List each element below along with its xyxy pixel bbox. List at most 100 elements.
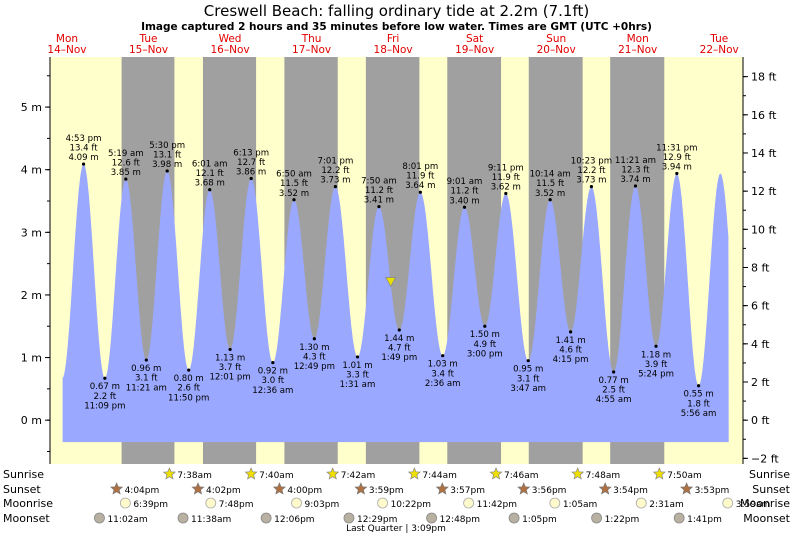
tide-point bbox=[675, 171, 679, 176]
tide-label: 5:56 am bbox=[681, 409, 717, 419]
moonrise-icon bbox=[549, 497, 561, 509]
tide-label: 12.1 ft bbox=[196, 169, 225, 179]
tide-label: 1:49 pm bbox=[381, 353, 417, 363]
tide-label: 7:01 pm bbox=[317, 156, 353, 166]
sunset-icon bbox=[517, 482, 531, 495]
tide-label: 11:09 pm bbox=[84, 401, 125, 411]
tide-label: 9:11 pm bbox=[488, 163, 524, 173]
tide-label: 11.5 ft bbox=[536, 179, 565, 189]
moonrise-time: 2:31am bbox=[649, 500, 684, 510]
tide-point bbox=[462, 205, 467, 209]
tide-label: 1.01 m bbox=[342, 361, 372, 371]
row-label-right: Sunrise bbox=[749, 468, 790, 481]
sunset-time: 3:56pm bbox=[532, 486, 567, 496]
right-tick-label: 18 ft bbox=[751, 71, 777, 84]
sunrise-time: 7:46am bbox=[504, 471, 538, 481]
sunrise-time: 7:50am bbox=[667, 471, 702, 481]
moonrise-time: 7:48pm bbox=[219, 500, 254, 510]
day-date-label: 17–Nov bbox=[292, 44, 331, 56]
moonrise-time: 9:03pm bbox=[305, 500, 340, 510]
row-label-left: Moonset bbox=[3, 512, 50, 525]
row-label-left: Moonrise bbox=[3, 497, 53, 510]
tide-label: 11.9 ft bbox=[406, 172, 435, 182]
tide-point bbox=[441, 354, 445, 358]
sunset-time: 4:02pm bbox=[206, 486, 241, 496]
tide-label: 11:50 pm bbox=[168, 393, 209, 403]
tide-point bbox=[526, 359, 530, 363]
moonset-time: 1:05pm bbox=[522, 515, 557, 525]
day-date-label: 19–Nov bbox=[455, 44, 494, 56]
moonrise-icon bbox=[205, 497, 217, 509]
sunset-icon bbox=[272, 482, 286, 495]
day-name-label: Tue bbox=[709, 33, 728, 45]
tide-label: 2.2 ft bbox=[94, 392, 117, 402]
day-date-label: 14–Nov bbox=[47, 44, 86, 56]
tide-label: 3.0 ft bbox=[262, 376, 285, 386]
sunrise-icon bbox=[326, 467, 340, 480]
tide-label: 3.73 m bbox=[576, 176, 606, 186]
tide-label: 1.03 m bbox=[428, 360, 458, 370]
tide-label: 3.73 m bbox=[320, 176, 350, 186]
day-date-label: 15–Nov bbox=[129, 44, 168, 56]
moonset-icon bbox=[591, 512, 602, 524]
tide-label: 6:13 pm bbox=[233, 148, 269, 158]
tide-label: 1:31 am bbox=[340, 380, 376, 390]
tide-label: 0.96 m bbox=[131, 364, 161, 374]
tide-label: 3.1 ft bbox=[517, 374, 540, 384]
sunrise-icon bbox=[571, 467, 585, 480]
tide-label: 3.7 ft bbox=[219, 363, 242, 373]
sunrise-time: 7:42am bbox=[341, 471, 376, 481]
day-date-label: 20–Nov bbox=[537, 44, 576, 56]
tide-label: 13.4 ft bbox=[70, 143, 99, 153]
moonrise-icon bbox=[377, 497, 388, 509]
left-tick-label: 5 m bbox=[21, 101, 42, 114]
tide-label: 3.52 m bbox=[279, 189, 309, 199]
tide-label: 3.3 ft bbox=[346, 371, 369, 381]
tide-label: 10:14 am bbox=[530, 170, 571, 180]
sunrise-time: 7:40am bbox=[259, 471, 294, 481]
moonset-time: 11:02am bbox=[107, 515, 147, 525]
tide-label: 4.3 ft bbox=[303, 352, 326, 362]
tide-point bbox=[377, 205, 381, 209]
sunset-icon bbox=[435, 482, 449, 495]
sunrise-icon bbox=[407, 467, 421, 480]
tide-label: 11.5 ft bbox=[280, 179, 309, 189]
tide-label: 3.40 m bbox=[449, 196, 479, 206]
sunset-icon bbox=[191, 482, 205, 495]
tide-label: 0.95 m bbox=[513, 365, 543, 375]
tide-point bbox=[654, 344, 658, 348]
axes: 5 m 4 m 3 m 2 m 1 m 0 m 18 ft 16 ft 14 ft 12 ft 10… bbox=[21, 57, 779, 465]
current-level-triangle bbox=[385, 277, 397, 288]
tide-label: 1.30 m bbox=[299, 343, 329, 353]
tide-label: 3.64 m bbox=[405, 181, 435, 191]
tide-label: 4:55 am bbox=[596, 395, 632, 405]
tide-label: 3.1 ft bbox=[135, 374, 158, 384]
moonset-time: 12:06pm bbox=[274, 515, 314, 525]
tide-label: 1.50 m bbox=[470, 330, 500, 340]
tide-label: 2.5 ft bbox=[602, 386, 625, 396]
current-tide-marker bbox=[385, 277, 397, 288]
moonrise-time: 11:42pm bbox=[477, 500, 517, 510]
tide-point bbox=[633, 184, 638, 188]
sunrise-time: 7:38am bbox=[177, 471, 212, 481]
tide-label: 2.6 ft bbox=[177, 384, 200, 394]
moonrise-time: 3:59am bbox=[736, 500, 771, 510]
right-tick-label: 4 ft bbox=[751, 338, 770, 351]
tide-label: 0.80 m bbox=[174, 374, 204, 384]
tide-label: 3.74 m bbox=[620, 175, 650, 185]
tide-point bbox=[124, 177, 128, 181]
tide-label: 3.85 m bbox=[111, 168, 141, 178]
tide-label: 0.55 m bbox=[683, 390, 713, 400]
moonset-icon bbox=[508, 512, 520, 524]
sunset-icon bbox=[680, 482, 694, 495]
tide-label: 9:01 am bbox=[447, 177, 483, 187]
tide-label: 12:49 pm bbox=[294, 362, 335, 372]
tide-label: 3.41 m bbox=[364, 196, 394, 206]
moonset-time: 12:48pm bbox=[440, 515, 480, 525]
left-tick-label: 3 m bbox=[21, 226, 42, 239]
tide-label: 11:21 am bbox=[126, 383, 167, 393]
tide-point bbox=[589, 185, 594, 189]
moonrise-icon bbox=[635, 497, 647, 509]
